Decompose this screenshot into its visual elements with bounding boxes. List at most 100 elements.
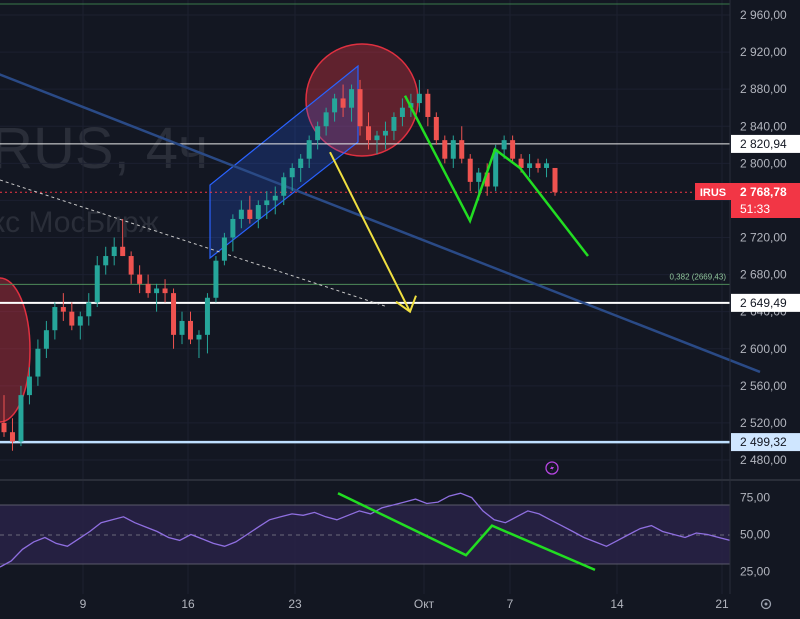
yellow-projection-arrow [329, 151, 411, 313]
candle-body [289, 167, 295, 178]
rsi-band [0, 505, 730, 564]
candle-body [162, 288, 168, 294]
candle-body [264, 200, 270, 206]
candle-body [544, 163, 550, 168]
candle-body [518, 158, 524, 168]
candle-body [69, 311, 75, 326]
candle-body [382, 130, 388, 136]
current-price-badge: IRUS 2 768,78 51:33 [695, 183, 800, 218]
candle-body [399, 107, 405, 117]
lightning-icon[interactable] [545, 461, 559, 475]
candle-body [349, 89, 355, 108]
watermark-subtitle: екс МосБирж [0, 206, 159, 239]
rsi-tick-label: 75,00 [740, 491, 770, 505]
candle-body [213, 260, 219, 298]
watermark-title: IRUS, 4ч [0, 116, 208, 181]
ascending-channel [209, 64, 359, 260]
candle-body [272, 195, 278, 201]
price-tick-label: 2 880,00 [740, 82, 787, 96]
candle-body [128, 256, 134, 275]
candle-body [433, 116, 439, 141]
price-level-box [731, 134, 800, 153]
price-tick-label: 2 680,00 [740, 268, 787, 282]
time-tick-label: 23 [288, 597, 302, 611]
candle-body [459, 140, 465, 159]
rsi-axis[interactable]: 75,00 50,00 25,00 [740, 491, 770, 579]
candle-body [476, 172, 482, 182]
price-tick-label: 2 920,00 [740, 45, 787, 59]
candle-body [230, 218, 236, 238]
candle-body [357, 89, 363, 127]
gear-icon[interactable] [760, 598, 772, 610]
price-tick-label: 2 960,00 [740, 8, 787, 22]
highlight-circle-left [0, 277, 31, 423]
price-tick-label: 2 840,00 [740, 119, 787, 133]
fib-label: 0,382 (2669,43) [670, 272, 727, 281]
candle-body [154, 288, 160, 294]
candle-body [18, 395, 24, 442]
price-level-label: 2 820,94 [740, 137, 787, 151]
price-tick-label: 2 520,00 [740, 416, 787, 430]
candle-body [366, 126, 372, 141]
price-level-label: 2 499,32 [740, 435, 787, 449]
price-level-label: 2 649,49 [740, 296, 787, 310]
candle-body [187, 320, 193, 340]
candle-body [86, 302, 92, 317]
price-level-box [731, 433, 800, 452]
candle-body [442, 140, 448, 159]
candle-body [467, 158, 473, 182]
candle-body [527, 163, 533, 168]
rsi-tick-label: 25,00 [740, 564, 770, 578]
time-tick-label: 9 [80, 597, 87, 611]
candle-body [221, 237, 227, 261]
time-tick-label: 21 [715, 597, 729, 611]
candle-body [43, 330, 49, 349]
candle-body [340, 98, 346, 108]
candle-body [552, 167, 558, 193]
time-tick-label: 14 [610, 597, 624, 611]
candle-body [111, 246, 117, 257]
candle-body [450, 140, 456, 159]
yellow-arrow-head [395, 295, 417, 314]
candle-body [26, 376, 32, 396]
candle-body [315, 126, 321, 141]
candle-body [510, 140, 516, 159]
candle-body [247, 209, 253, 219]
candle-body [425, 93, 431, 117]
candle-body [103, 256, 109, 266]
time-tick-label: 16 [181, 597, 195, 611]
time-tick-label: 7 [507, 597, 514, 611]
candle-body [255, 205, 261, 219]
time-axis[interactable]: 9 16 23 Окт 7 14 21 [80, 597, 729, 611]
candle-body [493, 149, 499, 187]
candle-body [94, 265, 100, 303]
candle-body [196, 334, 202, 340]
candle-body [35, 348, 41, 377]
candle-body [416, 93, 422, 104]
candle-body [77, 316, 83, 326]
candle-body [171, 293, 177, 335]
price-level-box [731, 293, 800, 312]
candle-body [306, 140, 312, 159]
dashed-trendline [0, 179, 386, 307]
price-tick-label: 2 480,00 [740, 453, 787, 467]
rsi-tick-label: 50,00 [740, 528, 770, 542]
descending-trendline [0, 73, 761, 374]
candle-body [374, 135, 380, 141]
rsi-line [0, 492, 731, 568]
rsi-green-zigzag [337, 492, 596, 572]
candle-body [52, 307, 58, 331]
candle-body [60, 307, 66, 312]
candle-body [281, 177, 287, 196]
price-tick-label: 2 800,00 [740, 156, 787, 170]
candle-body [120, 246, 126, 257]
candle-body [391, 116, 397, 131]
green-zigzag [403, 95, 589, 257]
current-price-countdown: 51:33 [740, 202, 770, 216]
candle-body [298, 158, 304, 168]
candle-body [145, 283, 151, 294]
candle-body [179, 320, 185, 335]
candle-body [535, 163, 541, 168]
